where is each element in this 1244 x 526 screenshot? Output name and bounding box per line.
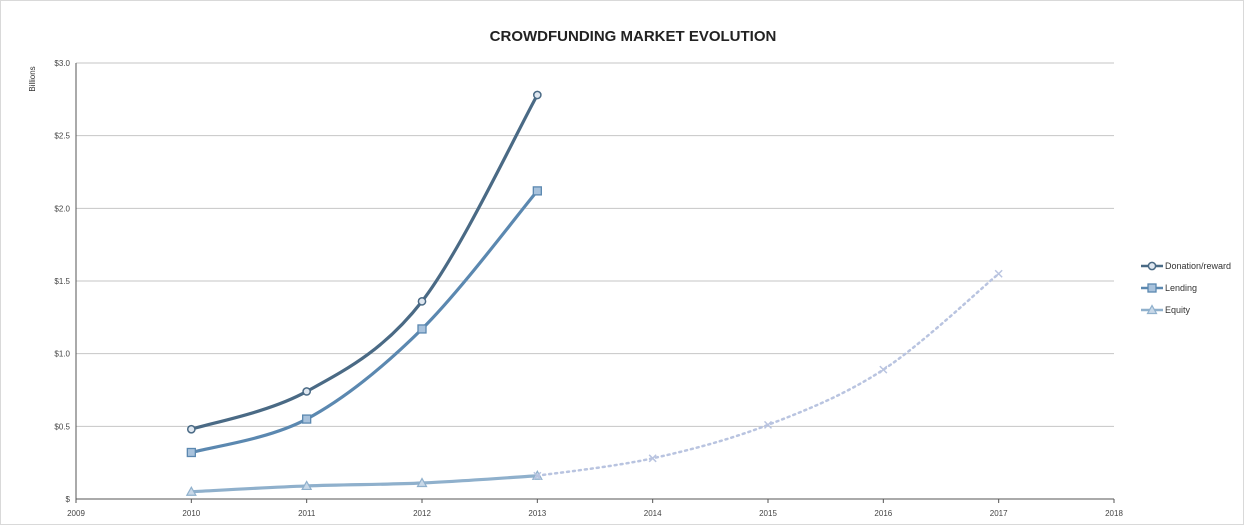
series-lending [186,186,542,458]
data-point [186,447,196,458]
legend-item: Equity [1141,304,1191,315]
data-point [302,414,312,424]
series-line [189,189,539,455]
data-point [417,324,427,334]
y-tick-label: $3.0 [54,59,70,68]
y-tick-label: $ [66,495,71,504]
x-marker-stroke [533,471,542,480]
grid [76,62,1114,500]
legend-label: Lending [1165,283,1197,293]
y-axis-label: Billions [28,66,37,91]
series-projection [533,269,1003,480]
data-point [185,486,197,496]
data-point [648,454,657,463]
y-tick-label: $0.5 [54,422,70,431]
x-tick-label: 2014 [644,509,662,518]
legend-label: Equity [1165,305,1191,315]
legend-item: Donation/reward [1141,261,1231,271]
x-tick-label: 2010 [182,509,200,518]
x-tick-label: 2016 [874,509,892,518]
x-tick-label: 2013 [528,509,546,518]
y-tick-label: $2.5 [54,132,70,141]
x-tick-label: 2012 [413,509,431,518]
data-point [1146,304,1158,315]
series-equity [185,470,543,496]
data-point [879,365,888,374]
chart-title: CROWDFUNDING MARKET EVOLUTION [490,28,777,45]
x-marker-stroke [994,269,1003,278]
x-marker-stroke [648,454,657,463]
data-point [302,387,312,396]
x-marker-stroke [763,420,773,429]
series-donation-reward [186,90,542,434]
data-point [417,296,427,306]
y-tick-label: $1.0 [54,350,70,359]
data-point [416,477,428,488]
data-point [1147,261,1157,271]
data-point [533,471,542,480]
series-layer [185,90,1003,496]
data-point [532,90,542,100]
x-tick-label: 2017 [990,509,1008,518]
x-tick-label: 2018 [1105,509,1123,518]
legend-item: Lending [1141,283,1197,293]
series-line [189,474,539,494]
x-tick-label: 2015 [759,509,777,518]
data-point [1147,283,1157,293]
y-tick-label: $2.0 [54,204,70,213]
x-tick-label: 2009 [67,509,85,518]
data-point [532,186,542,196]
data-point [301,480,313,491]
x-tick-label: 2011 [298,509,316,518]
series-line [536,272,1000,477]
data-point [763,420,773,429]
data-point [994,269,1003,278]
legend-label: Donation/reward [1165,261,1231,271]
series-line [189,93,539,431]
y-tick-label: $1.5 [54,277,70,286]
data-point [186,424,196,434]
legend: Donation/reward Lending Equity [1141,261,1231,315]
axes: $ $0.5 $1.0 $1.5 $2.0 $2.5 $3.0 2009 2010 2011 201… [54,59,1123,518]
x-marker-stroke [879,365,888,374]
